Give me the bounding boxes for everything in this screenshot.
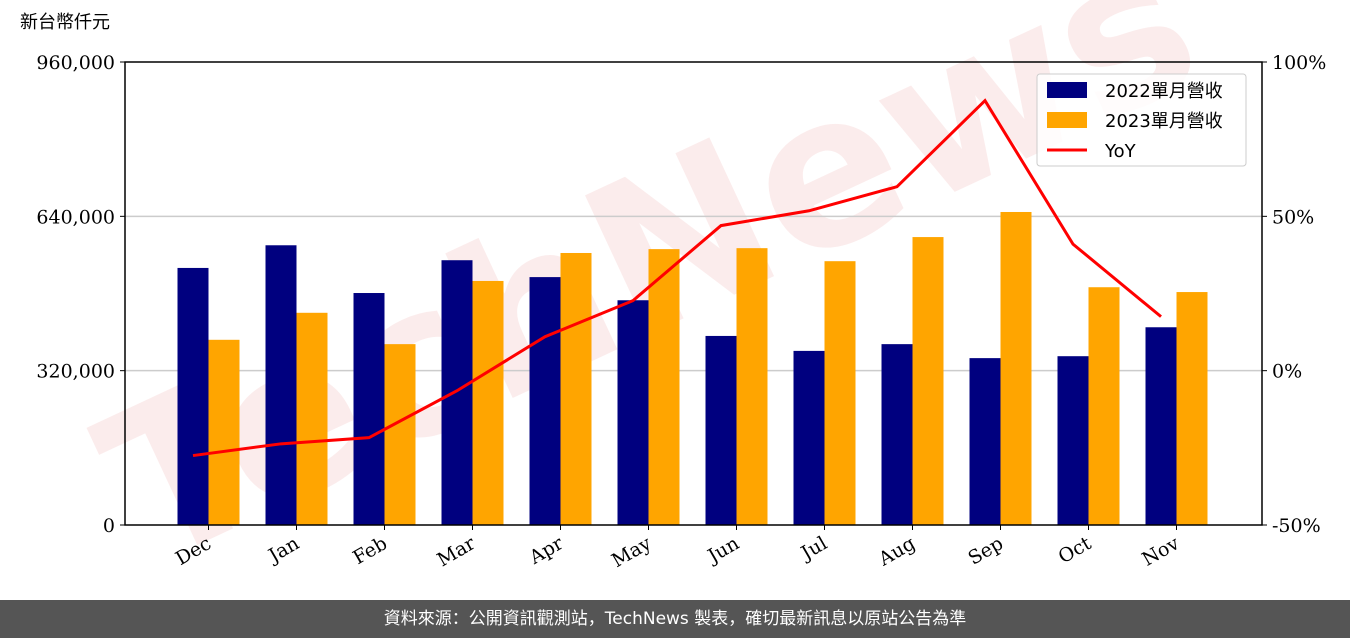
- y-tick-label: 960,000: [36, 52, 115, 74]
- bar: [529, 277, 561, 525]
- bar: [617, 300, 649, 525]
- bar: [705, 335, 737, 525]
- legend-swatch: [1047, 82, 1087, 98]
- y-axis-label: 新台幣仟元: [20, 12, 110, 33]
- x-tick-label: Feb: [349, 532, 391, 569]
- x-tick-label: Sep: [964, 532, 1007, 569]
- bar: [441, 260, 473, 525]
- bar: [384, 344, 416, 525]
- y2-tick-label: 100%: [1272, 52, 1326, 74]
- bar: [265, 245, 297, 526]
- y-tick-label: 320,000: [36, 361, 115, 383]
- x-tick-label: Mar: [433, 532, 479, 571]
- bar: [353, 293, 385, 525]
- bar: [1088, 287, 1120, 525]
- footer: 資料來源：公開資訊觀測站，TechNews 製表，確切最新訊息以原站公告為準: [0, 600, 1350, 638]
- legend-label: 2022單月營收: [1105, 81, 1223, 102]
- bar: [824, 261, 856, 525]
- x-tick-label: Nov: [1138, 532, 1183, 571]
- bar: [881, 344, 913, 525]
- bar: [648, 249, 680, 526]
- bar: [472, 280, 504, 525]
- chart: 新台幣仟元 TechNews 0320,000640,000960,000-50…: [20, 0, 1326, 612]
- x-tick-label: Jul: [796, 532, 831, 565]
- bar: [560, 252, 592, 526]
- yoy-line: [192, 98, 1162, 458]
- legend-box: [1036, 73, 1247, 167]
- bar: [296, 312, 328, 525]
- bar: [1176, 292, 1208, 525]
- x-tick-label: Aug: [874, 532, 919, 571]
- legend-label: 2023單月營收: [1105, 111, 1223, 132]
- bar: [177, 267, 209, 525]
- bar: [736, 248, 768, 525]
- legend-label: YoY: [1104, 141, 1137, 162]
- bar: [912, 237, 944, 525]
- y2-tick-label: 50%: [1272, 206, 1314, 228]
- x-tick-label: Oct: [1055, 532, 1096, 568]
- bar: [208, 339, 240, 525]
- y-tick-label: 0: [103, 515, 115, 537]
- y2-tick-label: -50%: [1272, 515, 1321, 537]
- bar: [1000, 211, 1032, 525]
- x-tick-label: Jun: [702, 532, 743, 568]
- bar: [1057, 356, 1089, 525]
- legend-swatch: [1047, 112, 1087, 128]
- y-tick-label: 640,000: [36, 206, 115, 228]
- y2-tick-label: 0%: [1272, 361, 1302, 383]
- bar: [969, 358, 1001, 525]
- bar: [793, 350, 825, 525]
- x-tick-label: May: [608, 532, 655, 572]
- x-tick-label: Apr: [525, 532, 568, 569]
- bar: [1145, 327, 1177, 525]
- plot-frame: [124, 61, 1263, 526]
